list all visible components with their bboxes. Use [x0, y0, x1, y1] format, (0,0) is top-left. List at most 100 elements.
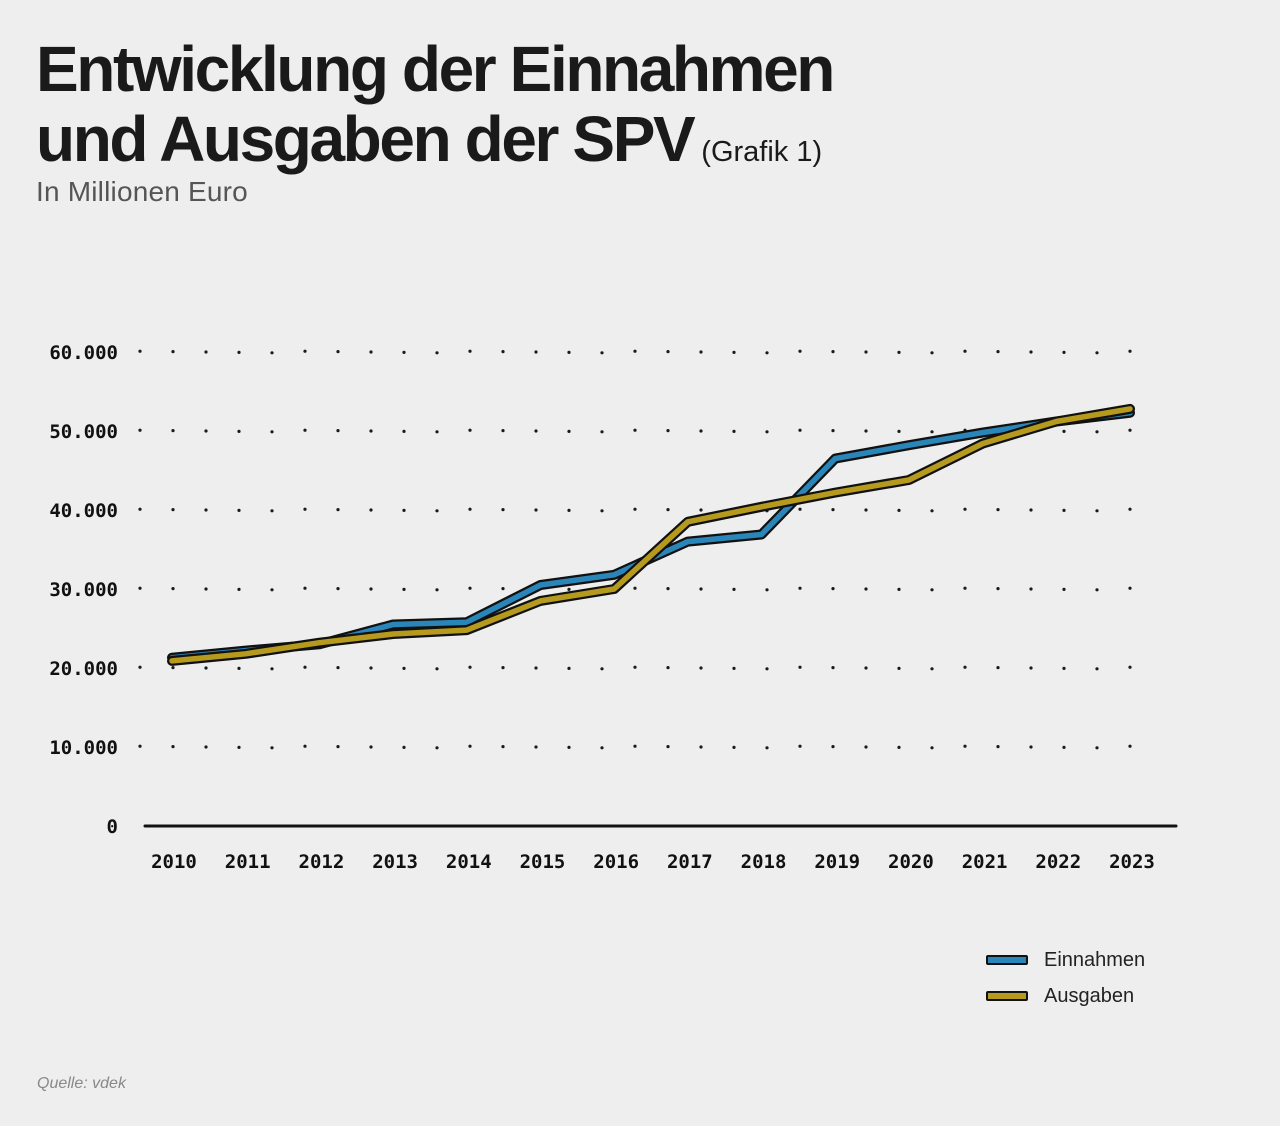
grid-dot	[468, 665, 472, 669]
grid-dot	[897, 429, 901, 433]
grid-dot	[600, 509, 604, 513]
grid-dot	[666, 587, 670, 591]
grid-dot	[798, 665, 802, 669]
grid-dot	[369, 429, 373, 433]
grid-dot	[171, 666, 175, 670]
grid-dot	[831, 350, 835, 354]
grid-dot	[930, 430, 934, 434]
grid-dot	[402, 350, 406, 354]
y-tick-label: 60.000	[49, 342, 118, 364]
grid-dot	[468, 744, 472, 748]
x-tick-label: 2015	[520, 851, 566, 873]
grid-dot	[567, 429, 571, 433]
grid-dot	[1062, 587, 1066, 592]
grid-dot	[864, 666, 868, 670]
grid-dot	[303, 349, 307, 353]
grid-dot	[237, 508, 241, 512]
grid-dot	[1029, 666, 1033, 670]
grid-dot	[666, 745, 670, 749]
source-note: Quelle: vdek	[37, 1075, 126, 1092]
grid-dot	[336, 666, 340, 670]
grid-dot	[468, 586, 472, 590]
grid-dot	[435, 430, 439, 434]
grid-dot	[369, 587, 373, 591]
grid-dot	[798, 428, 802, 432]
grid-dot	[171, 587, 175, 591]
grid-dot	[534, 350, 538, 354]
grid-dot	[204, 666, 208, 670]
grid-dot	[600, 430, 604, 434]
grid-dot	[1095, 509, 1099, 513]
grid-dot	[303, 507, 307, 511]
title-line-2: und Ausgaben der SPV (Grafik 1)	[36, 104, 833, 187]
grid-dot	[534, 429, 538, 433]
grid-dot	[1128, 586, 1132, 590]
grid-dot	[930, 667, 934, 671]
grid-dot	[831, 666, 835, 670]
grid-dot	[732, 745, 736, 750]
grid-dot	[369, 666, 373, 670]
grid-dot	[204, 745, 208, 749]
grid-dot	[534, 745, 538, 749]
grid-dot	[501, 429, 505, 433]
grid-dot	[336, 587, 340, 591]
grid-dot	[963, 665, 967, 669]
grid-dot	[270, 351, 274, 355]
x-tick-label: 2023	[1109, 851, 1155, 873]
grid-dot	[501, 508, 505, 512]
grid-dot	[864, 745, 868, 749]
grid-dot	[1029, 745, 1033, 749]
x-tick-label: 2019	[814, 851, 860, 873]
grid-dot	[204, 508, 208, 512]
grid-dot	[369, 350, 373, 354]
grid-dot	[138, 428, 142, 432]
grid-dot	[204, 350, 208, 354]
grid-dot	[138, 665, 142, 669]
y-tick-label: 20.000	[49, 658, 118, 680]
y-tick-label: 10.000	[49, 737, 118, 759]
x-tick-label: 2016	[593, 851, 639, 873]
grid-dot	[831, 429, 835, 433]
series-line-einnahmen	[169, 410, 1133, 661]
grid-dot	[369, 745, 373, 749]
grid-dot	[1128, 428, 1132, 432]
grid-dot	[303, 586, 307, 590]
grid-dot	[1095, 746, 1099, 750]
grid-dot	[864, 350, 868, 354]
grid-dot	[270, 588, 274, 592]
grid-dot	[204, 587, 208, 591]
legend-label-ausgaben: Ausgaben	[1044, 984, 1135, 1007]
grid-dot	[996, 350, 1000, 354]
grid-dot	[996, 666, 1000, 670]
grid-dot	[1128, 744, 1132, 748]
grid-dot	[732, 350, 736, 354]
legend-item-ausgaben: Ausgaben	[986, 978, 1145, 1014]
grid-dot	[567, 350, 571, 354]
grid-dot	[138, 507, 142, 511]
grid-dot	[270, 667, 274, 671]
grid-dot	[996, 745, 1000, 749]
x-tick-label: 2011	[225, 851, 271, 873]
grid-dot	[600, 667, 604, 671]
grid-dot	[930, 746, 934, 750]
grid-dot	[435, 667, 439, 671]
x-tick-label: 2014	[446, 851, 492, 873]
chart-subtitle: In Millionen Euro	[36, 176, 248, 207]
grid-dot	[765, 351, 769, 355]
grid-dot	[1029, 508, 1033, 512]
legend-item-einnahmen: Einnahmen	[986, 942, 1145, 978]
grid-dot	[270, 746, 274, 750]
grid-dot	[765, 588, 769, 592]
grid-dot	[237, 350, 241, 354]
grid-dot	[1062, 508, 1066, 512]
grid-dot	[765, 667, 769, 671]
grid-dot	[402, 508, 406, 512]
grid-dot	[897, 508, 901, 512]
grid-dot	[897, 666, 901, 671]
x-tick-label: 2021	[962, 851, 1008, 873]
grid-dot	[633, 586, 637, 590]
grid-dot	[699, 508, 703, 512]
grid-dot	[336, 350, 340, 354]
grid-dot	[831, 745, 835, 749]
grid-dot	[864, 508, 868, 512]
